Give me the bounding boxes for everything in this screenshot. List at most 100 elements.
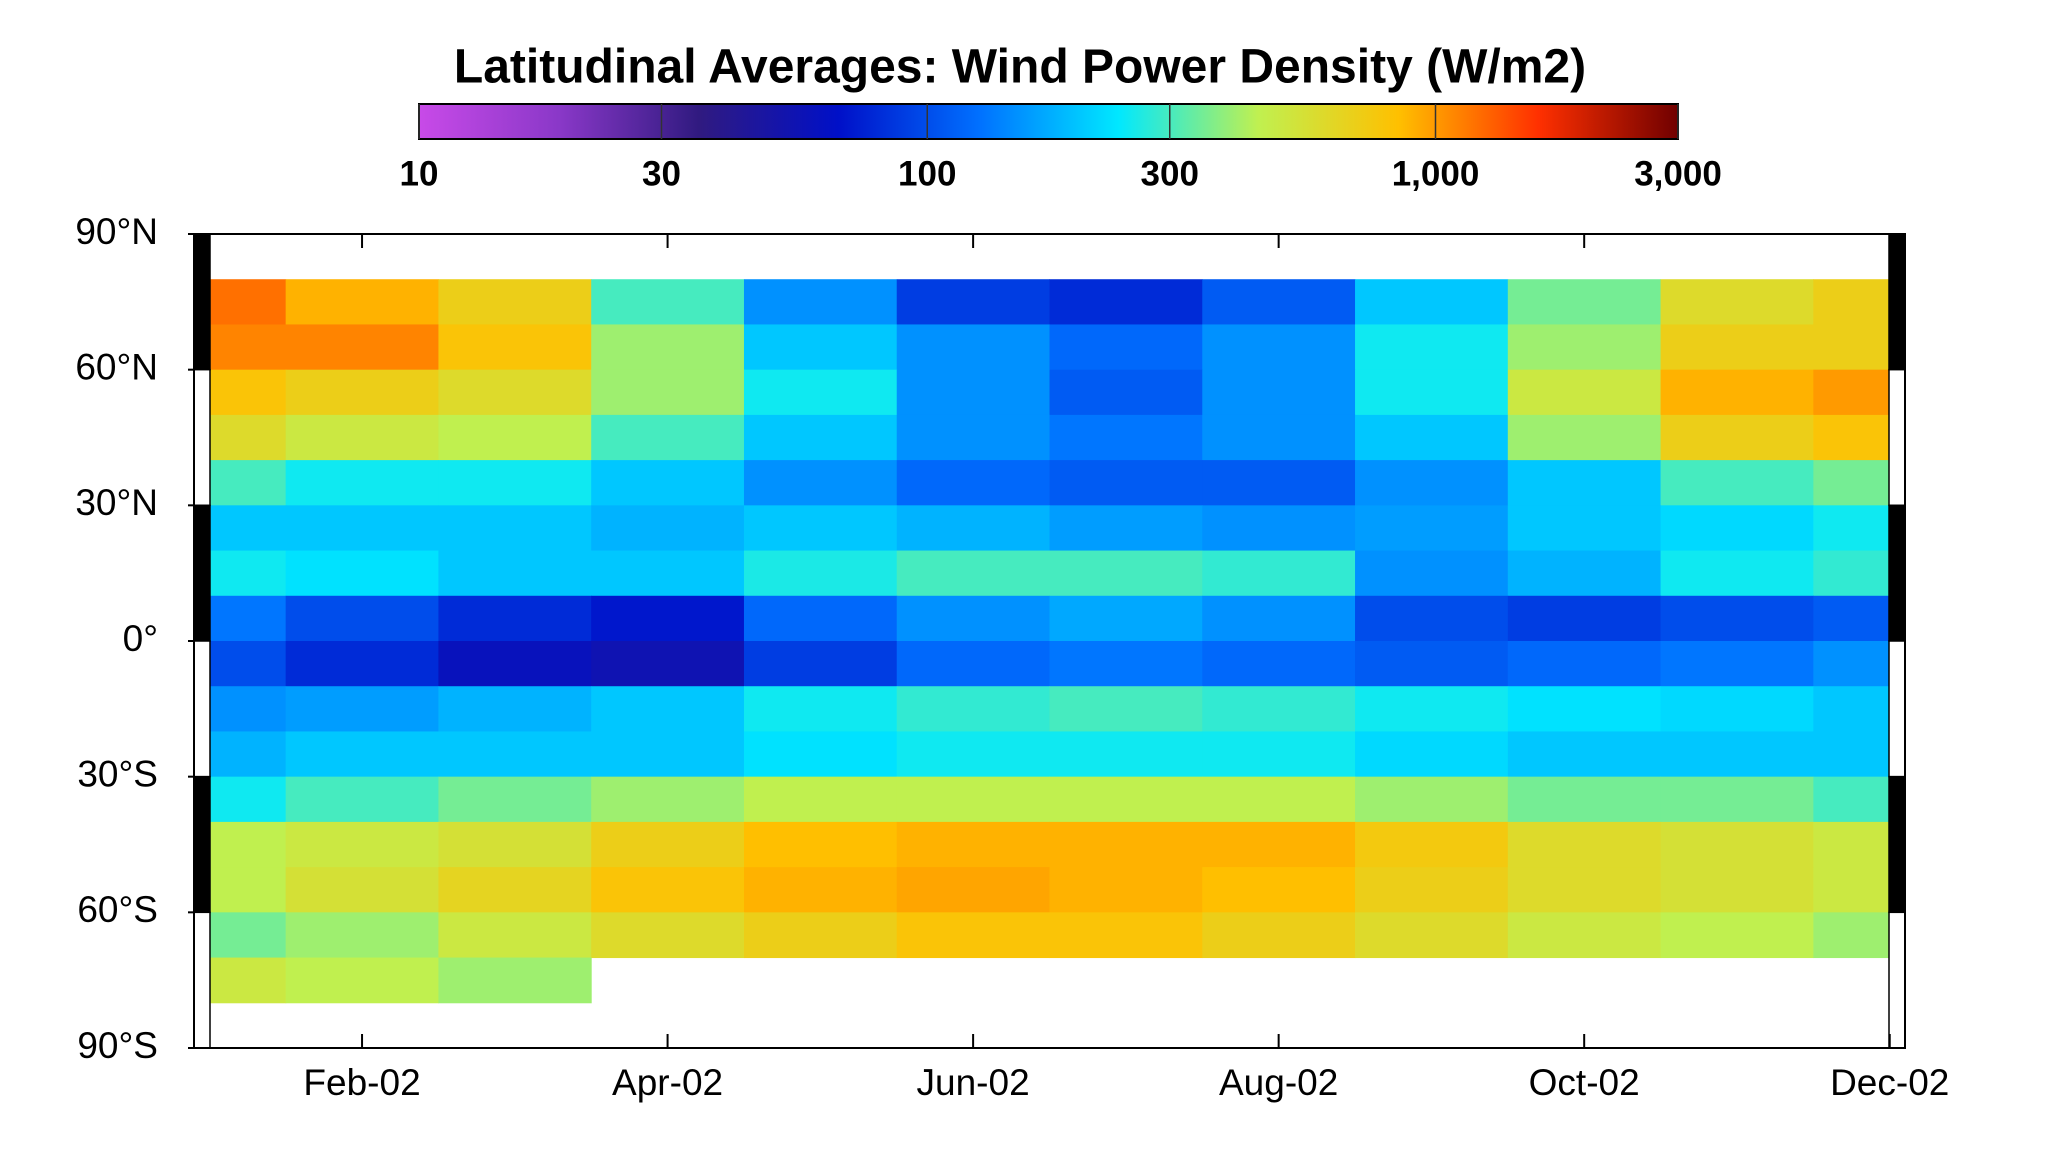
lat-band: [1888, 233, 1906, 371]
heatmap-cell: [1660, 776, 1814, 823]
heatmap-cell: [285, 912, 439, 959]
heatmap-cell: [285, 369, 439, 416]
heatmap-cell: [285, 641, 439, 687]
heatmap-cell: [1202, 279, 1356, 325]
heatmap-cell: [438, 731, 592, 778]
y-tick-label: 60°S: [77, 889, 158, 930]
heatmap-cell: [285, 595, 439, 642]
heatmap-cell: [743, 821, 898, 868]
heatmap-cell: [896, 369, 1050, 416]
heatmap-cell: [285, 686, 439, 732]
x-tick-label: Aug-02: [1219, 1062, 1338, 1103]
heatmap-cell: [1660, 686, 1814, 732]
heatmap-cell: [1355, 460, 1509, 506]
heatmap-cell: [438, 505, 592, 552]
heatmap-cell: [285, 505, 439, 552]
y-tick-label: 90°S: [77, 1025, 158, 1066]
heatmap-cell: [1355, 686, 1509, 732]
heatmap-cell: [591, 821, 745, 868]
heatmap-cell: [1660, 505, 1814, 552]
heatmap-cell: [285, 731, 439, 778]
heatmap-cell: [896, 505, 1050, 552]
heatmap-cell: [1202, 369, 1356, 416]
heatmap-cell: [1507, 641, 1662, 687]
heatmap-cell: [1660, 867, 1814, 913]
heatmap-cell: [1660, 641, 1814, 687]
heatmap-cell: [896, 776, 1050, 823]
heatmap-cell: [1507, 595, 1662, 642]
heatmap-cell: [1507, 324, 1662, 371]
heatmap-cell: [743, 369, 898, 416]
heatmap-cell: [1660, 460, 1814, 506]
heatmap-cell: [1507, 460, 1662, 506]
colorbar: [418, 103, 1679, 140]
heatmap-cell: [285, 821, 439, 868]
heatmap-cell: [1660, 731, 1814, 778]
heatmap-cell: [743, 776, 898, 823]
y-tick-label: 0°: [123, 618, 158, 659]
heatmap-cell: [1507, 414, 1662, 461]
x-tick-label: Jun-02: [917, 1062, 1030, 1103]
lat-band: [1888, 640, 1906, 778]
heatmap-cell: [1049, 414, 1203, 461]
heatmap-cell: [1202, 686, 1356, 732]
heatmap-cell: [1660, 414, 1814, 461]
heatmap-cell: [1049, 550, 1203, 597]
heatmap-cell: [1049, 731, 1203, 778]
heatmap-cell: [1355, 505, 1509, 552]
heatmap-cell: [1049, 324, 1203, 371]
heatmap-cell: [896, 912, 1050, 959]
x-tick-label: Dec-02: [1830, 1062, 1949, 1103]
heatmap-cell: [438, 776, 592, 823]
heatmap-cell: [1660, 324, 1814, 371]
heatmap-cell: [896, 460, 1050, 506]
heatmap-cell: [591, 505, 745, 552]
heatmap-cell: [438, 369, 592, 416]
heatmap-cell: [1049, 460, 1203, 506]
heatmap-cell: [896, 867, 1050, 913]
heatmap-cell: [896, 550, 1050, 597]
lat-band: [193, 233, 211, 371]
colorbar-tick-label: 1,000: [1392, 154, 1480, 193]
heatmap-cell: [438, 867, 592, 913]
heatmap-cell: [1660, 821, 1814, 868]
heatmap-cell: [1202, 550, 1356, 597]
heatmap-cell: [285, 279, 439, 325]
heatmap-cell: [1202, 731, 1356, 778]
heatmap-cell: [1660, 369, 1814, 416]
heatmap-cell: [896, 821, 1050, 868]
heatmap: [194, 279, 1905, 1004]
heatmap-cell: [1507, 821, 1662, 868]
heatmap-cell: [438, 460, 592, 506]
x-tick-label: Apr-02: [612, 1062, 723, 1103]
heatmap-cell: [1202, 324, 1356, 371]
heatmap-cell: [591, 641, 745, 687]
lat-band: [193, 368, 211, 507]
heatmap-cell: [896, 324, 1050, 371]
y-tick-label: 90°N: [75, 211, 158, 252]
heatmap-cell: [438, 641, 592, 687]
heatmap-cell: [438, 957, 592, 1004]
heatmap-cell: [1355, 776, 1509, 823]
heatmap-cell: [438, 686, 592, 732]
heatmap-cell: [743, 912, 898, 959]
heatmap-cell: [1049, 641, 1203, 687]
heatmap-cell: [1049, 686, 1203, 732]
heatmap-cell: [1507, 867, 1662, 913]
heatmap-cell: [1507, 686, 1662, 732]
heatmap-cell: [438, 324, 592, 371]
heatmap-cell: [1507, 912, 1662, 959]
heatmap-cell: [1049, 279, 1203, 325]
y-tick-label: 60°N: [75, 346, 158, 387]
heatmap-cell: [743, 595, 898, 642]
heatmap-cell: [591, 279, 745, 325]
heatmap-cell: [591, 369, 745, 416]
heatmap-cell: [591, 731, 745, 778]
heatmap-cell: [591, 686, 745, 732]
heatmap-cell: [1202, 595, 1356, 642]
heatmap-cell: [743, 641, 898, 687]
heatmap-cell: [285, 324, 439, 371]
heatmap-cell: [1355, 550, 1509, 597]
heatmap-cell: [1202, 460, 1356, 506]
heatmap-cell: [743, 505, 898, 552]
